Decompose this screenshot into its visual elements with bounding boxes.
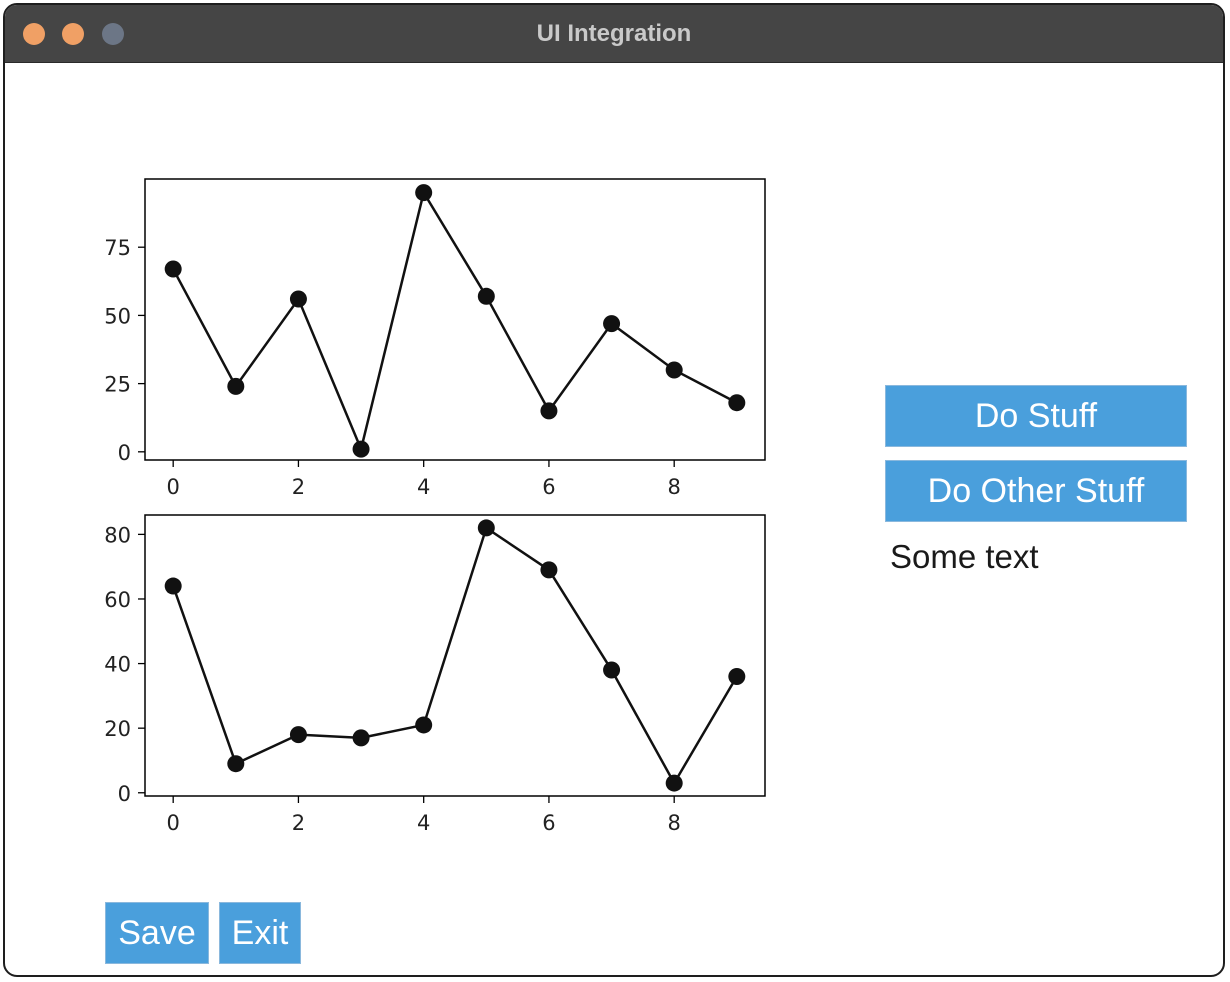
window-title: UI Integration [536,20,692,47]
chart-1-data-point [289,290,307,308]
chart-1-y-tick-label: 50 [104,304,131,328]
chart-1-x-tick-label: 4 [417,475,430,499]
chart-1-data-point [477,287,495,305]
chart-2-data-point [289,726,307,744]
chart-1-x-tick-label: 8 [668,475,681,499]
chart-2-data-point [227,755,245,773]
chart-2-series-line [172,525,738,786]
chart-2-data-point [665,774,683,792]
chart-2-y-tick-label: 60 [104,588,131,612]
close-window-button[interactable] [23,23,45,45]
chart-1-data-point [352,440,370,458]
do-other-stuff-button[interactable]: Do Other Stuff [885,460,1187,522]
chart-2-data-point [728,667,746,685]
chart-1-y-tick-label: 25 [104,373,131,397]
chart-2-y-tick-label: 40 [104,653,131,677]
do-stuff-button[interactable]: Do Stuff [885,385,1187,447]
plot-area: 0 2 4 6 8 0 25 50 75 0 2 4 6 8 0 20 40 60 80 [5,5,805,865]
chart-1-x-tick-label: 2 [292,475,305,499]
chart-1-x-tick-label: 0 [166,475,179,499]
chart-2-frame [144,514,766,797]
chart-2-data-point [352,729,370,747]
chart-2-x-tick-label: 2 [292,811,305,835]
chart-1-data-point [540,402,558,420]
chart-2-x-tick-label: 6 [542,811,555,835]
chart-2-y-tick-label: 80 [104,523,131,547]
chart-2-data-point [540,561,558,579]
title-bar[interactable]: UI Integration [5,5,1223,63]
minimize-window-button[interactable] [62,23,84,45]
chart-1-frame [144,178,766,461]
chart-1-data-point [728,394,746,412]
chart-1-data-point [665,361,683,379]
app-window: UI Integration 0 2 4 6 8 0 25 50 75 0 2 4 6 8 0 20 40 60 8… [3,3,1225,977]
chart-2-x-tick-label: 0 [166,811,179,835]
exit-button[interactable]: Exit [219,902,301,964]
chart-1-data-point [415,184,433,202]
chart-1-x-tick-label: 6 [542,475,555,499]
chart-2-x-tick-label: 8 [668,811,681,835]
chart-2-y-tick-label: 20 [104,717,131,741]
chart-2-data-point [415,716,433,734]
chart-2-y-tick-label: 0 [118,782,131,806]
chart-2-x-tick-label: 4 [417,811,430,835]
chart-2-data-point [603,661,621,679]
chart-1-y-tick-label: 75 [104,236,131,260]
chart-1-data-point [227,377,245,395]
status-text: Some text [890,538,1039,575]
chart-1-y-tick-label: 0 [118,441,131,465]
chart-1-series-line [172,189,738,454]
save-button[interactable]: Save [105,902,209,964]
chart-2-data-point [164,577,182,595]
chart-1-data-point [603,315,621,333]
maximize-window-button[interactable] [102,23,124,45]
chart-1-data-point [164,260,182,278]
chart-2-data-point [477,519,495,537]
